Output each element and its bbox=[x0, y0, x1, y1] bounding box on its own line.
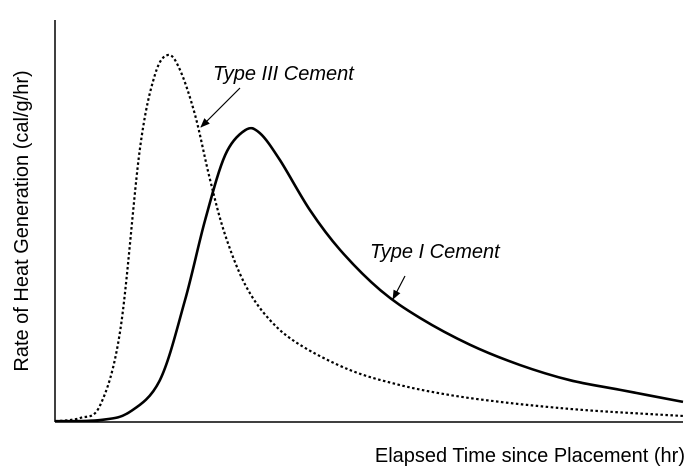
annotation: Type III Cement bbox=[213, 63, 355, 85]
annotation: Type I Cement bbox=[370, 241, 501, 263]
line-series bbox=[54, 126, 684, 423]
y-axis-label: Rate of Heat Generation (cal/g/hr) bbox=[11, 70, 33, 371]
annotation-arrow bbox=[200, 87, 241, 128]
line-series bbox=[54, 53, 684, 423]
x-axis-label: Elapsed Time since Placement (hr) bbox=[375, 445, 685, 467]
annotation-arrow bbox=[392, 275, 406, 300]
